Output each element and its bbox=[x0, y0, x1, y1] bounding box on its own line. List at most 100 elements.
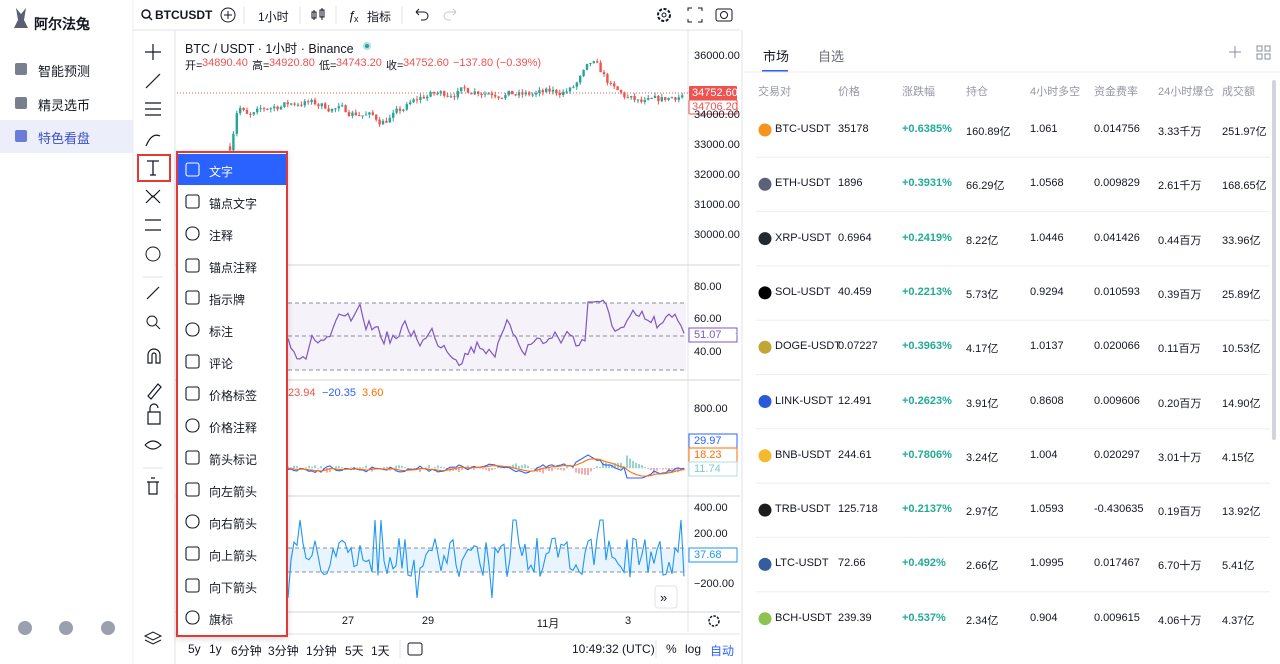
macd-hist bbox=[629, 458, 631, 469]
candle-body bbox=[497, 96, 500, 98]
scale-option[interactable]: 自动 bbox=[710, 644, 735, 658]
column-header: 持仓 bbox=[966, 86, 988, 98]
macd-hist bbox=[527, 465, 529, 469]
tool-menu-item[interactable]: 评论 bbox=[209, 357, 234, 371]
tool-menu-item[interactable]: 旗标 bbox=[209, 613, 234, 627]
candle-body bbox=[375, 114, 378, 120]
market-cell[interactable]: SOL-USDT bbox=[775, 285, 831, 298]
market-cell: 10.53亿 bbox=[1222, 343, 1261, 356]
macd-value: 23.94 bbox=[288, 387, 316, 399]
candle-body bbox=[596, 61, 599, 63]
tool-menu-item[interactable]: 指示牌 bbox=[209, 293, 246, 307]
range-button[interactable]: 5天 bbox=[345, 644, 364, 658]
tool-menu-item[interactable]: 文字 bbox=[209, 165, 234, 179]
macd-axis-label: 800.00 bbox=[694, 403, 728, 415]
tool-menu-item[interactable]: 标注 bbox=[209, 325, 234, 339]
indicators-button[interactable]: 指标 bbox=[367, 10, 392, 24]
candle-body bbox=[483, 93, 487, 95]
cci-axis-label: 400.00 bbox=[694, 502, 728, 514]
tool-menu-item[interactable]: 价格标签 bbox=[209, 389, 258, 403]
macd-hist bbox=[497, 466, 499, 469]
market-cell: 0.9294 bbox=[1030, 285, 1064, 298]
tool-menu-item[interactable]: 向上箭头 bbox=[209, 549, 258, 563]
candle-body bbox=[293, 103, 296, 105]
range-button[interactable]: 1y bbox=[209, 642, 222, 656]
tool-menu-item[interactable]: 价格注释 bbox=[209, 421, 258, 435]
symbol[interactable]: BTCUSDT bbox=[155, 8, 213, 22]
candle-body bbox=[599, 62, 602, 73]
tool-menu-item[interactable]: 向右箭头 bbox=[209, 517, 258, 531]
clock: 10:49:32 (UTC) bbox=[572, 642, 655, 656]
market-cell[interactable]: BNB-USDT bbox=[775, 448, 832, 461]
tool-menu-item[interactable]: 向下箭头 bbox=[209, 581, 258, 595]
column-header: 4小时多空 bbox=[1030, 86, 1081, 98]
market-tab[interactable]: 市场 bbox=[763, 49, 790, 64]
price-tag bbox=[689, 86, 737, 100]
macd-hist bbox=[305, 467, 307, 469]
macd-hist bbox=[341, 466, 343, 469]
market-cell: 12.491 bbox=[838, 394, 872, 407]
panel-bg bbox=[744, 33, 1280, 664]
candle-body bbox=[504, 94, 507, 99]
candle-body bbox=[460, 87, 463, 92]
candle-body bbox=[456, 91, 459, 98]
candle-body bbox=[228, 146, 232, 151]
range-button[interactable]: 6分钟 bbox=[231, 644, 262, 658]
candle-body bbox=[681, 95, 684, 98]
macd-hist bbox=[326, 468, 328, 473]
tool-menu-item[interactable]: 箭头标记 bbox=[209, 453, 258, 467]
tool-menu-item[interactable]: 注释 bbox=[209, 229, 234, 243]
macd-hist bbox=[557, 468, 559, 470]
market-cell[interactable]: LTC-USDT bbox=[775, 557, 829, 570]
market-cell: 0.017467 bbox=[1094, 557, 1140, 570]
rsi-axis-label: 60.00 bbox=[694, 313, 722, 325]
cci-axis-label: 200.00 bbox=[694, 528, 728, 540]
market-cell: 0.009615 bbox=[1094, 611, 1140, 624]
collapse-handle: ‹ bbox=[735, 328, 738, 339]
tool-menu-item[interactable]: 锚点注释 bbox=[209, 261, 258, 275]
nav-item[interactable]: 精灵选币 bbox=[38, 98, 91, 113]
market-cell[interactable]: XRP-USDT bbox=[775, 231, 832, 244]
market-cell[interactable]: BCH-USDT bbox=[775, 611, 832, 624]
candle-body bbox=[551, 89, 555, 92]
time-axis-label: 27 bbox=[341, 615, 355, 627]
candle-body bbox=[307, 101, 310, 103]
market-cell[interactable]: TRB-USDT bbox=[775, 503, 831, 516]
nav-item[interactable]: 智能预测 bbox=[38, 64, 91, 79]
candle-body bbox=[320, 103, 323, 107]
coin-icon bbox=[758, 340, 772, 354]
candle-body bbox=[555, 89, 558, 93]
tool-icon bbox=[145, 102, 161, 116]
candle-body bbox=[670, 97, 674, 99]
market-tab[interactable]: 自选 bbox=[818, 49, 845, 64]
market-cell: 8.22亿 bbox=[966, 234, 999, 247]
macd-hist bbox=[410, 468, 412, 470]
scale-option[interactable]: % bbox=[666, 642, 677, 656]
candle-body bbox=[409, 102, 412, 105]
range-button[interactable]: 3分钟 bbox=[268, 644, 299, 658]
range-button[interactable]: 1天 bbox=[371, 644, 390, 658]
range-button[interactable]: 1分钟 bbox=[306, 644, 337, 658]
market-cell: 0.44百万 bbox=[1158, 234, 1202, 247]
candle-body bbox=[327, 108, 330, 112]
market-cell: 0.904 bbox=[1030, 611, 1058, 624]
column-header: 交易对 bbox=[758, 86, 791, 98]
market-cell[interactable]: LINK-USDT bbox=[775, 394, 834, 407]
macd-hist bbox=[491, 468, 493, 471]
market-cell[interactable]: ETH-USDT bbox=[775, 177, 831, 190]
tool-menu-item[interactable]: 锚点文字 bbox=[209, 197, 258, 211]
candle-body bbox=[613, 83, 616, 87]
candle-body bbox=[657, 95, 660, 102]
market-cell: 1.0593 bbox=[1030, 503, 1064, 516]
candle-body bbox=[602, 72, 606, 75]
tool-zoom-h bbox=[155, 324, 161, 330]
scale-option[interactable]: log bbox=[685, 642, 702, 656]
nav-item[interactable]: 特色看盘 bbox=[38, 131, 91, 146]
candle-body bbox=[235, 113, 238, 134]
candle-body bbox=[266, 108, 269, 110]
market-cell[interactable]: DOGE-USDT bbox=[775, 340, 841, 353]
market-cell[interactable]: BTC-USDT bbox=[775, 123, 831, 135]
interval[interactable]: 1小时 bbox=[258, 10, 289, 24]
range-button[interactable]: 5y bbox=[188, 642, 201, 656]
tool-menu-item[interactable]: 向左箭头 bbox=[209, 485, 258, 499]
